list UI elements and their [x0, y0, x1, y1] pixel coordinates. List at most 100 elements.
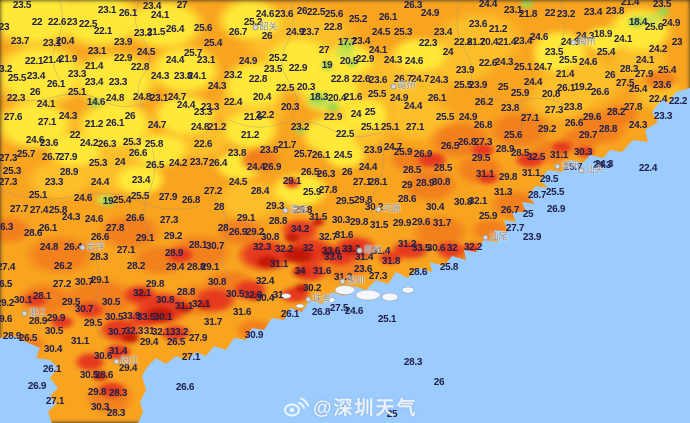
- station-temp: 28.3: [403, 357, 423, 368]
- station-temp: 29.1: [135, 233, 155, 244]
- station-temp: 22.6: [478, 58, 498, 69]
- station-temp: 32.3: [124, 326, 144, 337]
- station-temp: 28.9: [59, 167, 79, 178]
- station-temp: 24.9: [285, 27, 305, 38]
- station-temp: 23.7: [189, 157, 209, 168]
- station-temp: 24.5: [228, 177, 248, 188]
- station-temp: 27.7: [505, 223, 525, 234]
- station-temp: 29.6: [582, 112, 602, 123]
- city-label: 湛江: [21, 308, 46, 318]
- station-temp: 32: [302, 243, 314, 254]
- station-temp: 24.6: [529, 32, 549, 43]
- station-temp: 23.4: [351, 36, 371, 47]
- station-temp: 25.5: [453, 80, 473, 91]
- station-temp: 24.9: [420, 8, 440, 19]
- station-temp: 28.1: [32, 291, 52, 302]
- station-temp: 31: [143, 326, 155, 337]
- station-temp: 21.6: [243, 112, 263, 123]
- station-temp: 29.4: [165, 262, 185, 273]
- station-temp: 25.9: [510, 88, 530, 99]
- station-temp: 28.3: [619, 64, 639, 75]
- station-temp: 20.8: [541, 89, 561, 100]
- station-temp: 30.5: [44, 326, 64, 337]
- station-temp: 30.5: [225, 289, 245, 300]
- station-temp: 32: [446, 243, 458, 254]
- station-temp: 24.7: [147, 120, 167, 131]
- station-temp: 22: [69, 130, 81, 141]
- station-temp: 26.1: [105, 118, 125, 129]
- city-label: 汕尾: [482, 232, 507, 242]
- station-temp: 27.4: [0, 262, 16, 273]
- station-temp: 22.5: [78, 19, 98, 30]
- station-temp: 26: [296, 6, 308, 17]
- station-temp: 33.2: [169, 327, 189, 338]
- station-temp: 21.7: [277, 140, 297, 151]
- station-temp: 25.6: [324, 9, 344, 20]
- station-temp: 34: [294, 266, 306, 277]
- station-temp: 28.2: [126, 261, 146, 272]
- station-temp: 32.1: [468, 196, 488, 207]
- station-temp: 25.8: [48, 205, 68, 216]
- station-temp: 21.4: [42, 55, 62, 66]
- station-temp: 31.1: [269, 259, 289, 270]
- station-temp: 25.5: [367, 89, 387, 100]
- station-temp: 22.9: [113, 53, 133, 64]
- station-temp: 29.5: [335, 196, 355, 207]
- station-temp: 30.8: [453, 197, 473, 208]
- station-temp: 26: [124, 111, 136, 122]
- station-temp: 24.6: [73, 193, 93, 204]
- station-temp: 28.9: [28, 316, 48, 327]
- station-temp: 25.3: [122, 137, 142, 148]
- station-temp: 24.3: [494, 57, 514, 68]
- station-temp: 26: [341, 167, 353, 178]
- station-temp: 23.4: [142, 1, 162, 12]
- station-temp: 27.3: [544, 105, 564, 116]
- station-temp: 28.9: [2, 331, 22, 342]
- station-temp: 28.8: [268, 216, 288, 227]
- station-temp: 21.4: [555, 69, 575, 80]
- station-temp: 23.3: [193, 107, 213, 118]
- station-temp: 23.9: [455, 65, 475, 76]
- station-temp: 20.4: [252, 92, 272, 103]
- station-temp: 22.3: [418, 38, 438, 49]
- station-temp: 31.8: [381, 256, 401, 267]
- station-temp: 28.6: [94, 370, 114, 381]
- station-temp: 31.6: [232, 307, 252, 318]
- station-temp: 19: [321, 60, 333, 71]
- station-temp: 28.7: [527, 190, 547, 201]
- station-temp: 24.3: [207, 81, 227, 92]
- station-temp: 31.1: [174, 301, 194, 312]
- station-temp: 27.8: [318, 185, 338, 196]
- station-temp: 18.4: [628, 17, 648, 28]
- station-temp: 25.1: [380, 122, 400, 133]
- station-temp: 26.5: [166, 337, 186, 348]
- station-temp: 32.1: [151, 327, 171, 338]
- station-temp: 32.5: [526, 152, 546, 163]
- station-temp: 23.2: [556, 9, 576, 20]
- station-temp: 21.5: [146, 27, 166, 38]
- station-temp: 18.9: [593, 29, 613, 40]
- station-temp: 25.4: [628, 84, 648, 95]
- station-temp: 21.2: [207, 122, 227, 133]
- station-temp: 30.9: [244, 330, 264, 341]
- station-temp: 26.9: [27, 381, 47, 392]
- station-temp: 25: [364, 107, 376, 118]
- station-temp: 26: [261, 31, 273, 42]
- station-temp: 23.4: [433, 27, 453, 38]
- station-temp: 29.1: [236, 213, 256, 224]
- station-temp: 25.1: [360, 122, 380, 133]
- station-temp: 26.5: [145, 160, 165, 171]
- station-temp: 20.4: [55, 36, 75, 47]
- station-temp: 32.1: [191, 299, 211, 310]
- station-temp: 24.8: [105, 93, 125, 104]
- station-temp: 26.8: [311, 307, 331, 318]
- station-temp: 26.5: [300, 167, 320, 178]
- station-temp: 24.3: [628, 120, 648, 131]
- station-temp: 24.4: [246, 162, 266, 173]
- station-temp: 26.5: [18, 333, 38, 344]
- station-temp: 26: [604, 70, 616, 81]
- station-temp: 23.6: [353, 264, 373, 275]
- station-temp: 30.6: [93, 351, 113, 362]
- station-temp: 24.3: [58, 111, 78, 122]
- station-temp: 24.4: [478, 0, 498, 10]
